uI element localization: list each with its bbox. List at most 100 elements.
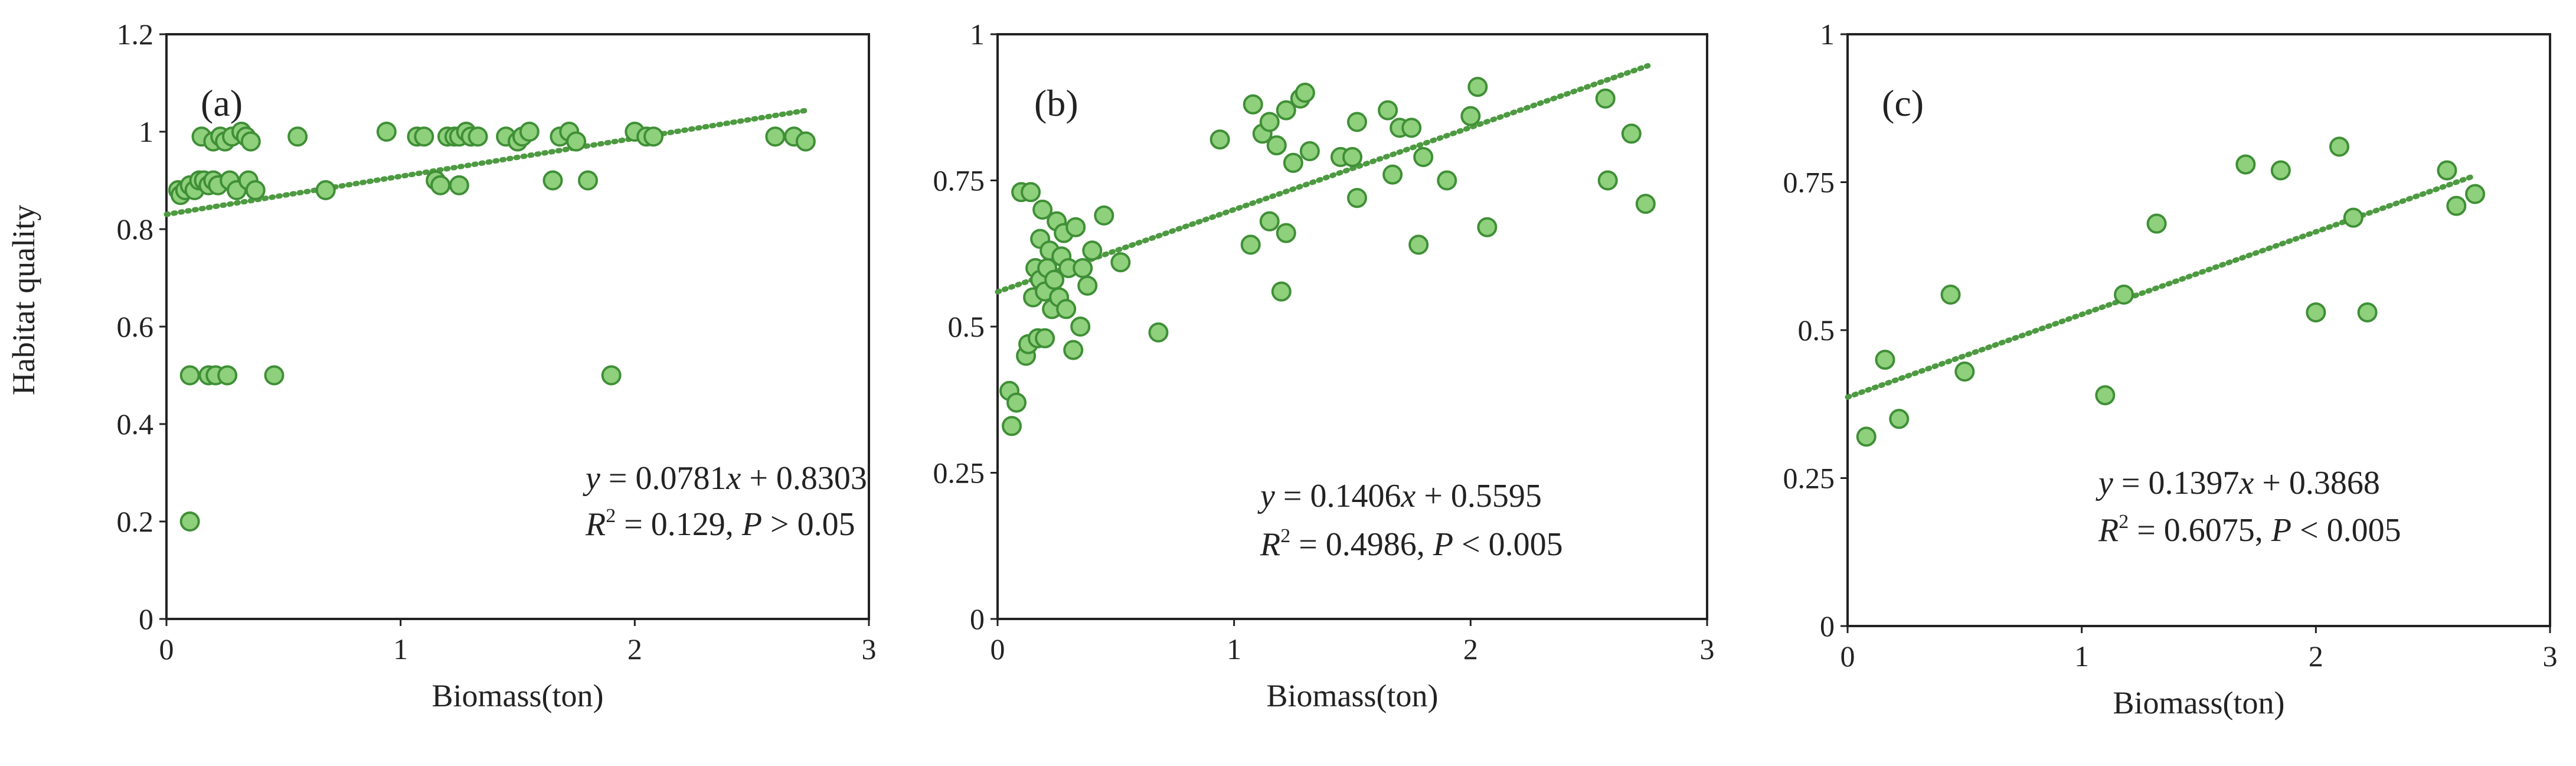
regression-equation: y = 0.1397x + 0.3868 bbox=[2096, 465, 2380, 501]
y-tick-label: 0.75 bbox=[1783, 166, 1835, 199]
data-point bbox=[1635, 194, 1656, 214]
y-tick-label: 1.2 bbox=[117, 18, 154, 51]
x-tick-label: 3 bbox=[862, 633, 877, 666]
data-point bbox=[1082, 240, 1103, 261]
x-tick-label: 2 bbox=[2309, 640, 2323, 673]
stats-part: = 0.129, bbox=[616, 506, 742, 543]
data-point bbox=[1065, 217, 1086, 237]
x-tick-label: 2 bbox=[1463, 633, 1478, 666]
data-point bbox=[578, 170, 598, 191]
data-point bbox=[468, 126, 488, 147]
data-point bbox=[519, 122, 540, 142]
equation-part: x bbox=[2238, 465, 2254, 501]
x-tick-label: 0 bbox=[159, 633, 174, 666]
y-tick-label: 0.4 bbox=[117, 408, 154, 441]
data-point bbox=[2235, 154, 2256, 175]
data-point bbox=[1856, 426, 1877, 447]
data-point bbox=[1460, 106, 1481, 126]
data-point bbox=[1002, 416, 1022, 436]
panel-label: (b) bbox=[1034, 82, 1078, 124]
data-point bbox=[1110, 252, 1131, 273]
equation-part: y bbox=[2096, 465, 2113, 501]
y-tick-label: 0.6 bbox=[117, 310, 154, 343]
data-point bbox=[376, 122, 397, 142]
data-point bbox=[179, 365, 200, 386]
data-point bbox=[1056, 299, 1077, 320]
data-point bbox=[1621, 123, 1642, 144]
data-point bbox=[1006, 392, 1027, 413]
regression-stats: R2 = 0.6075, P < 0.005 bbox=[2098, 511, 2401, 549]
stats-part: < 0.005 bbox=[2291, 512, 2401, 549]
data-point bbox=[1070, 317, 1091, 337]
data-point bbox=[1021, 182, 1041, 203]
equation-part: y bbox=[583, 460, 600, 497]
x-tick-label: 2 bbox=[627, 633, 642, 666]
x-tick-label: 1 bbox=[2074, 640, 2089, 673]
data-point bbox=[1266, 135, 1287, 156]
y-tick-label: 0.75 bbox=[933, 164, 985, 197]
x-tick-label: 0 bbox=[990, 633, 1005, 666]
regression-equation: y = 0.0781x + 0.8303 bbox=[583, 460, 867, 497]
data-point bbox=[2437, 160, 2457, 181]
data-point bbox=[2343, 207, 2363, 228]
data-point bbox=[1094, 205, 1114, 226]
data-point bbox=[1209, 129, 1230, 150]
equation-part: + 0.5595 bbox=[1416, 478, 1542, 514]
y-tick-label: 0 bbox=[139, 602, 153, 635]
stats-part: P bbox=[741, 506, 762, 543]
data-point bbox=[2095, 385, 2116, 406]
stats-part: 2 bbox=[2119, 511, 2129, 533]
y-tick-label: 0.2 bbox=[117, 505, 154, 538]
equation-part: = 0.1397 bbox=[2113, 465, 2240, 501]
data-point bbox=[2146, 213, 2167, 234]
y-tick-label: 0 bbox=[970, 602, 985, 635]
data-point bbox=[1408, 234, 1429, 255]
x-axis-title: Biomass(ton) bbox=[1267, 678, 1439, 713]
stats-part: = 0.6075, bbox=[2129, 512, 2271, 549]
data-point bbox=[217, 365, 238, 386]
data-point bbox=[1413, 146, 1434, 167]
data-point bbox=[179, 511, 200, 532]
data-point bbox=[1259, 112, 1280, 132]
panel-a: 0 0.2 0.4 0.6 0.8 1 1.2 0 1 2 3 Biomass(ton) (a) y = … bbox=[117, 18, 877, 713]
data-point bbox=[1259, 211, 1280, 232]
data-point bbox=[1347, 188, 1368, 208]
equation-part: + 0.3868 bbox=[2254, 465, 2380, 501]
data-point bbox=[601, 365, 622, 386]
data-point bbox=[566, 131, 587, 152]
regression-stats: R2 = 0.129, P > 0.05 bbox=[585, 505, 855, 543]
x-tick-label: 3 bbox=[2543, 640, 2558, 673]
data-point bbox=[2329, 136, 2349, 157]
equation-part: = 0.1406 bbox=[1275, 478, 1401, 514]
equation-part: + 0.8303 bbox=[741, 460, 867, 497]
equation-part: y bbox=[1257, 478, 1275, 514]
data-point bbox=[1294, 83, 1315, 103]
data-point bbox=[1382, 164, 1403, 185]
panel-b: 0 0.25 0.5 0.75 1 0 1 2 3 Biomass(ton) (b) y = 0.14… bbox=[933, 18, 1715, 713]
panel-c: 0 0.25 0.5 0.75 1 0 1 2 3 Biomass(ton) (c) y = 0.13… bbox=[1783, 18, 2558, 721]
stats-part: 2 bbox=[1280, 525, 1290, 547]
x-tick-label: 1 bbox=[1227, 633, 1241, 666]
data-point bbox=[1276, 100, 1296, 120]
data-point bbox=[1595, 88, 1616, 109]
stats-part: R bbox=[2098, 512, 2119, 549]
y-axis-title: Habitat quality bbox=[6, 205, 41, 395]
data-point bbox=[1954, 361, 1975, 382]
data-point bbox=[1437, 170, 1457, 191]
data-point bbox=[2114, 284, 2134, 305]
panel-label: (c) bbox=[1882, 82, 1924, 124]
data-point bbox=[1148, 322, 1169, 343]
stats-part: 2 bbox=[606, 505, 616, 527]
data-point bbox=[2306, 302, 2326, 322]
stats-part: > 0.05 bbox=[762, 506, 855, 543]
data-point bbox=[542, 170, 563, 191]
data-point bbox=[1240, 234, 1261, 255]
data-point bbox=[315, 180, 336, 200]
y-tick-label: 0 bbox=[1820, 609, 1835, 643]
data-point bbox=[240, 131, 261, 152]
x-axis-title: Biomass(ton) bbox=[2113, 685, 2285, 721]
data-point bbox=[1940, 284, 1961, 305]
data-point bbox=[1889, 409, 1910, 429]
stats-part: < 0.005 bbox=[1453, 526, 1563, 563]
